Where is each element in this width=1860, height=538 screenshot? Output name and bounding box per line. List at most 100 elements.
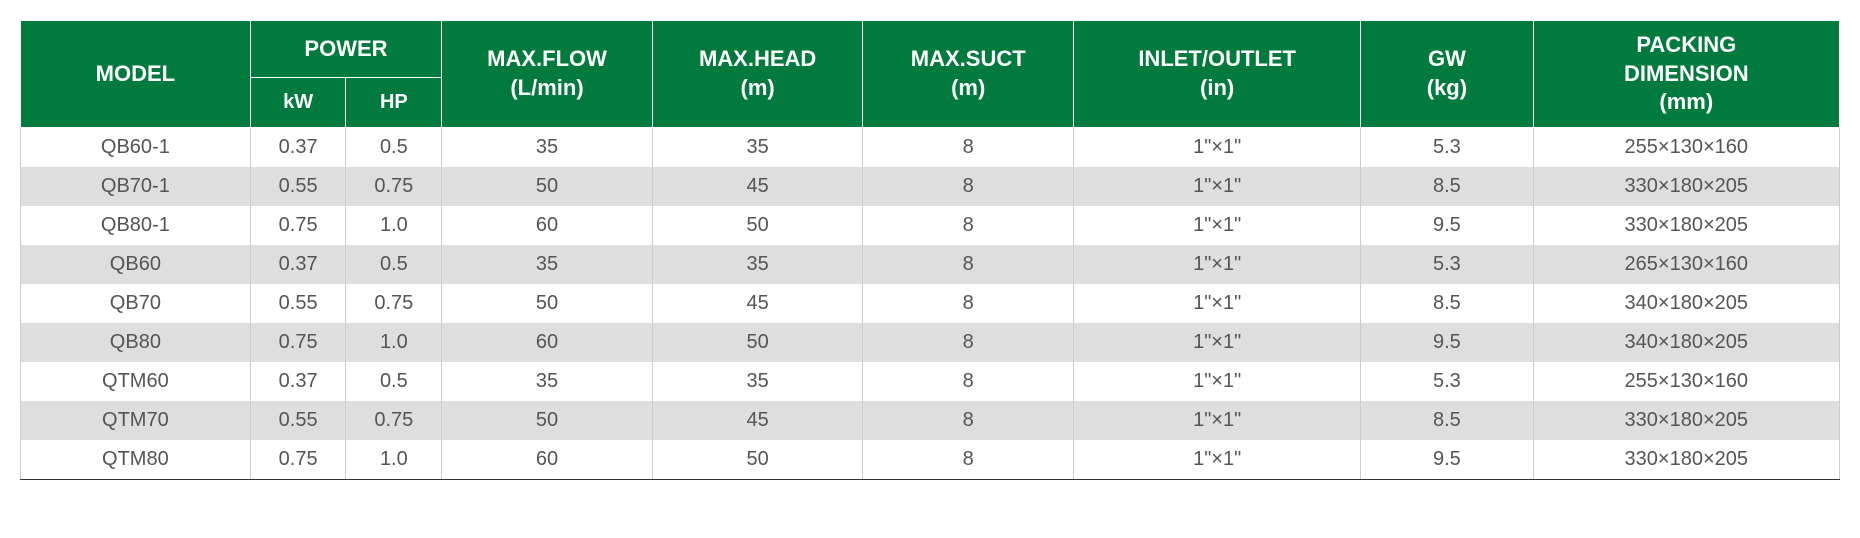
cell-kw: 0.37 (250, 127, 346, 167)
cell-suct: 8 (863, 440, 1074, 480)
cell-flow: 60 (442, 206, 653, 245)
cell-packing: 265×130×160 (1533, 245, 1839, 284)
cell-hp: 0.5 (346, 245, 442, 284)
cell-gw: 9.5 (1361, 440, 1533, 480)
header-model: MODEL (21, 21, 251, 128)
header-kw: kW (250, 78, 346, 128)
cell-inlet: 1"×1" (1074, 206, 1361, 245)
header-inletoutlet: INLET/OUTLET(in) (1074, 21, 1361, 128)
cell-kw: 0.55 (250, 401, 346, 440)
cell-hp: 0.5 (346, 362, 442, 401)
cell-gw: 5.3 (1361, 362, 1533, 401)
cell-packing: 340×180×205 (1533, 284, 1839, 323)
cell-packing: 340×180×205 (1533, 323, 1839, 362)
cell-flow: 50 (442, 167, 653, 206)
cell-model: QB70-1 (21, 167, 251, 206)
cell-kw: 0.75 (250, 206, 346, 245)
cell-hp: 1.0 (346, 440, 442, 480)
cell-flow: 60 (442, 323, 653, 362)
cell-inlet: 1"×1" (1074, 167, 1361, 206)
cell-head: 50 (652, 206, 863, 245)
cell-flow: 35 (442, 362, 653, 401)
cell-flow: 50 (442, 401, 653, 440)
cell-suct: 8 (863, 127, 1074, 167)
cell-head: 35 (652, 127, 863, 167)
cell-flow: 35 (442, 245, 653, 284)
cell-suct: 8 (863, 362, 1074, 401)
cell-suct: 8 (863, 401, 1074, 440)
cell-hp: 0.75 (346, 401, 442, 440)
cell-head: 50 (652, 323, 863, 362)
cell-head: 35 (652, 362, 863, 401)
cell-inlet: 1"×1" (1074, 245, 1361, 284)
header-maxhead: MAX.HEAD(m) (652, 21, 863, 128)
cell-inlet: 1"×1" (1074, 440, 1361, 480)
cell-model: QB80-1 (21, 206, 251, 245)
cell-head: 45 (652, 167, 863, 206)
spec-table: MODEL POWER MAX.FLOW(L/min) MAX.HEAD(m) … (20, 20, 1840, 480)
cell-packing: 330×180×205 (1533, 440, 1839, 480)
table-row: QTM700.550.75504581"×1"8.5330×180×205 (21, 401, 1840, 440)
cell-inlet: 1"×1" (1074, 362, 1361, 401)
cell-packing: 330×180×205 (1533, 401, 1839, 440)
table-row: QB600.370.5353581"×1"5.3265×130×160 (21, 245, 1840, 284)
cell-packing: 255×130×160 (1533, 127, 1839, 167)
cell-head: 45 (652, 401, 863, 440)
cell-gw: 9.5 (1361, 323, 1533, 362)
table-header: MODEL POWER MAX.FLOW(L/min) MAX.HEAD(m) … (21, 21, 1840, 128)
header-packing: PACKINGDIMENSION(mm) (1533, 21, 1839, 128)
cell-hp: 0.75 (346, 284, 442, 323)
cell-packing: 255×130×160 (1533, 362, 1839, 401)
cell-inlet: 1"×1" (1074, 323, 1361, 362)
cell-hp: 0.5 (346, 127, 442, 167)
cell-model: QTM80 (21, 440, 251, 480)
table-row: QB700.550.75504581"×1"8.5340×180×205 (21, 284, 1840, 323)
cell-inlet: 1"×1" (1074, 127, 1361, 167)
table-row: QTM800.751.0605081"×1"9.5330×180×205 (21, 440, 1840, 480)
cell-flow: 60 (442, 440, 653, 480)
header-maxsuct: MAX.SUCT(m) (863, 21, 1074, 128)
cell-kw: 0.37 (250, 245, 346, 284)
cell-model: QB80 (21, 323, 251, 362)
cell-gw: 5.3 (1361, 245, 1533, 284)
cell-suct: 8 (863, 167, 1074, 206)
cell-flow: 35 (442, 127, 653, 167)
header-hp: HP (346, 78, 442, 128)
cell-inlet: 1"×1" (1074, 284, 1361, 323)
cell-suct: 8 (863, 245, 1074, 284)
cell-model: QTM70 (21, 401, 251, 440)
cell-head: 35 (652, 245, 863, 284)
table-row: QTM600.370.5353581"×1"5.3255×130×160 (21, 362, 1840, 401)
cell-suct: 8 (863, 323, 1074, 362)
cell-model: QTM60 (21, 362, 251, 401)
cell-gw: 8.5 (1361, 401, 1533, 440)
cell-kw: 0.55 (250, 167, 346, 206)
cell-gw: 5.3 (1361, 127, 1533, 167)
table-row: QB70-10.550.75504581"×1"8.5330×180×205 (21, 167, 1840, 206)
cell-kw: 0.75 (250, 323, 346, 362)
table-row: QB60-10.370.5353581"×1"5.3255×130×160 (21, 127, 1840, 167)
cell-suct: 8 (863, 206, 1074, 245)
cell-model: QB70 (21, 284, 251, 323)
cell-gw: 8.5 (1361, 167, 1533, 206)
table-row: QB800.751.0605081"×1"9.5340×180×205 (21, 323, 1840, 362)
cell-hp: 1.0 (346, 323, 442, 362)
cell-hp: 0.75 (346, 167, 442, 206)
header-power: POWER (250, 21, 441, 78)
header-gw: GW(kg) (1361, 21, 1533, 128)
cell-gw: 8.5 (1361, 284, 1533, 323)
cell-inlet: 1"×1" (1074, 401, 1361, 440)
cell-packing: 330×180×205 (1533, 206, 1839, 245)
cell-model: QB60 (21, 245, 251, 284)
cell-kw: 0.55 (250, 284, 346, 323)
table-body: QB60-10.370.5353581"×1"5.3255×130×160QB7… (21, 127, 1840, 479)
cell-flow: 50 (442, 284, 653, 323)
cell-packing: 330×180×205 (1533, 167, 1839, 206)
cell-hp: 1.0 (346, 206, 442, 245)
cell-suct: 8 (863, 284, 1074, 323)
cell-head: 50 (652, 440, 863, 480)
cell-kw: 0.75 (250, 440, 346, 480)
header-maxflow: MAX.FLOW(L/min) (442, 21, 653, 128)
cell-head: 45 (652, 284, 863, 323)
cell-model: QB60-1 (21, 127, 251, 167)
